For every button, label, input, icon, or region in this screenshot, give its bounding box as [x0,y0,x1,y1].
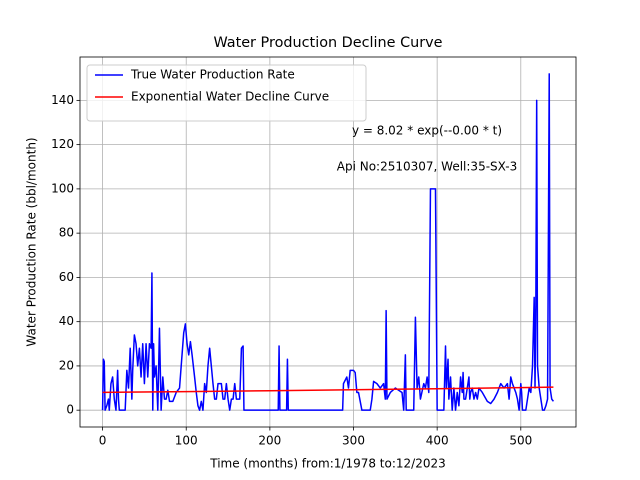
legend-box [86,64,367,122]
legend-label: True Water Production Rate [130,68,295,82]
y-axis-label: Water Production Rate (bbl/month) [25,137,39,346]
y-tick-label: 60 [59,270,74,284]
data-line [102,386,554,394]
plot-frame [79,56,577,428]
y-tick-label: 120 [51,137,74,151]
annotation: y = 8.02 * exp(--0.00 * t) [352,124,502,138]
chart-title: Water Production Decline Curve [213,35,442,51]
y-tick-label: 0 [66,403,74,417]
x-tick-label: 400 [426,434,449,448]
x-axis-label: Time (months) from:1/1978 to:12/2023 [209,457,446,471]
x-tick-label: 0 [99,434,107,448]
y-tick-label: 20 [59,358,74,372]
y-tick-label: 100 [51,181,74,195]
x-tick-label: 500 [509,434,532,448]
data-line [101,73,555,411]
x-tick-label: 300 [342,434,365,448]
y-tick-label: 80 [59,226,74,240]
y-tick-label: 40 [59,314,74,328]
legend-label: Exponential Water Decline Curve [131,90,329,104]
x-tick-label: 200 [258,434,281,448]
y-tick-label: 140 [51,93,74,107]
x-tick-label: 100 [175,434,198,448]
annotation: Api No:2510307, Well:35-SX-3 [337,160,517,174]
